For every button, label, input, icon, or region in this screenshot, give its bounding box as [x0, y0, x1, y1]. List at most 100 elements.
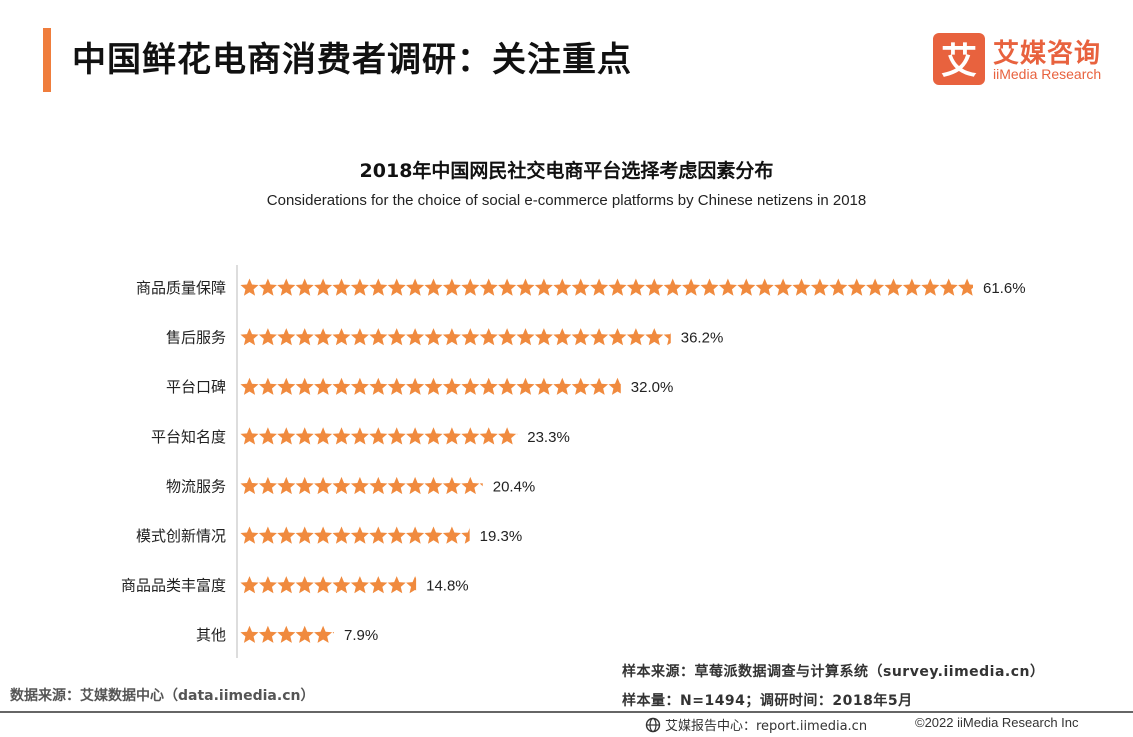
star-icon — [424, 328, 443, 346]
star-icon — [387, 278, 406, 296]
star-icon — [314, 526, 333, 544]
star-icon — [387, 576, 406, 594]
bar-2 — [240, 328, 671, 346]
iimedia-logo: 艾 艾媒咨询 iiMedia Research — [933, 33, 1123, 85]
star-icon — [406, 328, 425, 346]
star-icon — [406, 526, 425, 544]
star-icon — [350, 427, 369, 445]
category-label: 平台知名度 — [151, 428, 226, 446]
star-icon — [921, 278, 940, 296]
star-icon — [240, 377, 259, 395]
star-icon — [608, 377, 621, 395]
bar-1 — [240, 278, 973, 296]
star-icon — [258, 427, 277, 445]
star-icon — [958, 278, 973, 296]
star-icon — [424, 427, 443, 445]
star-icon — [700, 278, 719, 296]
star-icon — [277, 576, 296, 594]
star-icon — [461, 328, 480, 346]
star-icon — [240, 576, 259, 594]
sample-source: 样本来源：草莓派数据调查与计算系统（survey.iimedia.cn） — [622, 664, 1045, 680]
star-icon — [479, 483, 483, 487]
star-icon — [277, 328, 296, 346]
star-icon — [866, 278, 885, 296]
star-icon — [314, 625, 333, 643]
value-label: 14.8% — [426, 578, 469, 595]
star-icon — [479, 427, 498, 445]
star-icon — [350, 526, 369, 544]
bar-3 — [240, 377, 621, 395]
star-icon — [277, 526, 296, 544]
category-label: 平台口碑 — [166, 378, 226, 396]
star-icon — [406, 278, 425, 296]
star-icon — [498, 427, 517, 445]
star-icon — [295, 526, 314, 544]
star-icon — [590, 328, 609, 346]
star-icon — [461, 278, 480, 296]
star-icon — [461, 427, 480, 445]
star-icon — [718, 278, 737, 296]
footer-divider — [0, 711, 1133, 713]
page-title: 中国鲜花电商消费者调研：关注重点 — [72, 40, 632, 80]
star-icon — [755, 278, 774, 296]
star-icon — [406, 476, 425, 495]
star-icon — [332, 476, 351, 495]
star-icon — [810, 278, 829, 296]
star-icon — [277, 625, 296, 643]
star-icon — [645, 278, 664, 296]
star-icon — [369, 328, 388, 346]
title-accent-bar — [43, 28, 51, 92]
bar-6 — [240, 526, 470, 544]
logo-name-en: iiMedia Research — [993, 66, 1102, 82]
star-icon — [387, 328, 406, 346]
star-icon — [350, 476, 369, 495]
star-icon — [571, 377, 590, 395]
copyright: ©2022 iiMedia Research Inc — [915, 715, 1079, 730]
star-icon — [663, 278, 682, 296]
star-icon — [737, 278, 756, 296]
category-label: 其他 — [196, 626, 226, 644]
star-icon — [516, 377, 535, 395]
star-icon — [240, 328, 259, 346]
star-icon — [314, 476, 333, 495]
value-label: 23.3% — [527, 429, 570, 446]
sample-size: 样本量：N=1494；调研时间：2018年5月 — [622, 693, 913, 709]
star-icon — [534, 377, 553, 395]
footer-report-center: 艾媒报告中心：report.iimedia.cn — [645, 715, 867, 734]
star-icon — [498, 377, 517, 395]
star-icon — [277, 377, 296, 395]
star-icon — [939, 278, 958, 296]
star-icon — [369, 427, 388, 445]
star-icon — [387, 377, 406, 395]
star-icon — [424, 476, 443, 495]
star-icon — [314, 576, 333, 594]
star-icon — [442, 476, 461, 495]
star-icon — [295, 625, 314, 643]
star-icon — [332, 377, 351, 395]
star-icon — [479, 278, 498, 296]
report-center-text: 艾媒报告中心：report.iimedia.cn — [665, 719, 868, 734]
star-icon — [571, 328, 590, 346]
star-icon — [663, 332, 671, 346]
star-icon — [295, 278, 314, 296]
star-icon — [516, 328, 535, 346]
star-icon — [479, 328, 498, 346]
value-label: 20.4% — [493, 478, 536, 495]
star-icon — [295, 427, 314, 445]
star-icon — [553, 278, 572, 296]
star-icon — [240, 476, 259, 495]
star-icon — [387, 526, 406, 544]
star-icon — [369, 278, 388, 296]
star-icon — [295, 476, 314, 495]
star-icon — [534, 278, 553, 296]
value-label: 19.3% — [480, 528, 523, 545]
star-icon — [553, 377, 572, 395]
star-icon — [571, 278, 590, 296]
star-icon — [387, 427, 406, 445]
star-icon — [884, 278, 903, 296]
logo-mark-glyph: 艾 — [941, 41, 977, 82]
star-icon — [314, 328, 333, 346]
star-icon — [258, 328, 277, 346]
data-source: 数据来源：艾媒数据中心（data.iimedia.cn） — [10, 688, 315, 704]
